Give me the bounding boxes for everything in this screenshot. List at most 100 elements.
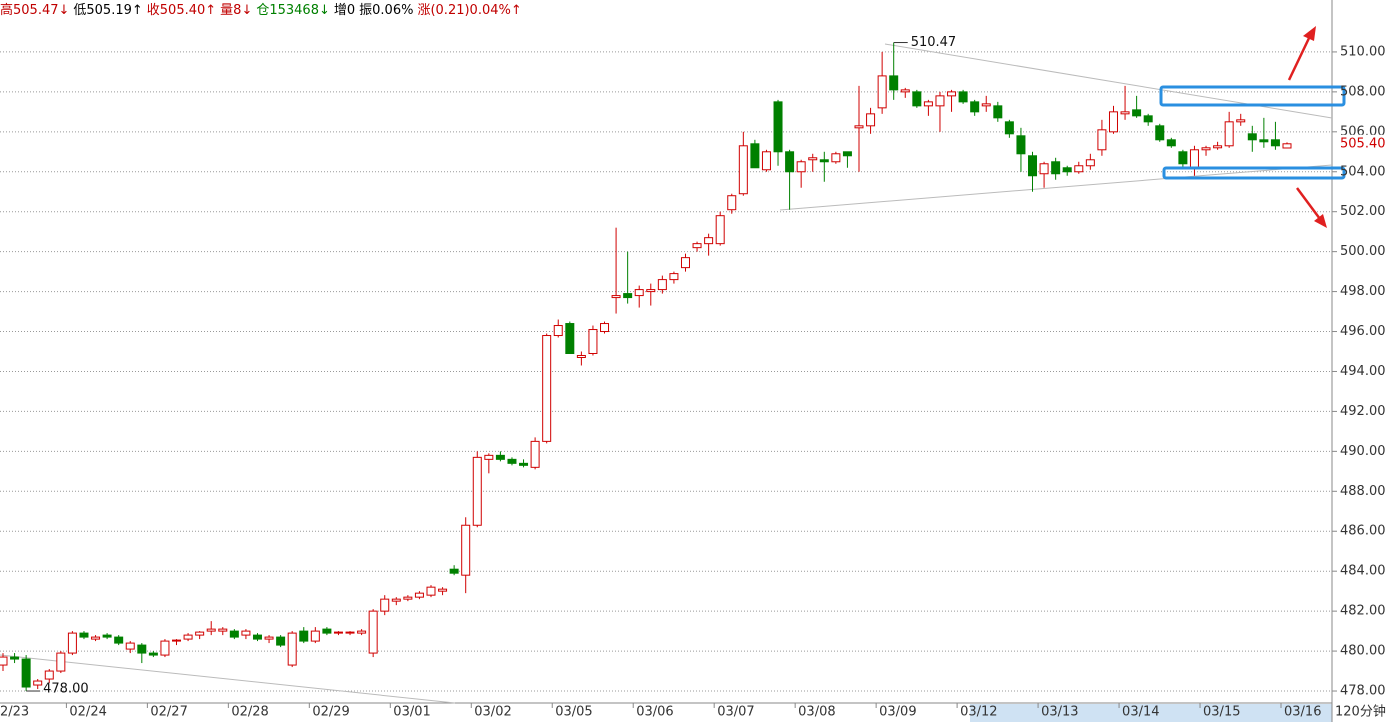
period-label: 120分钟 xyxy=(1335,704,1386,720)
candle-body xyxy=(646,289,656,293)
candle-body xyxy=(287,632,297,666)
candle-body xyxy=(657,279,667,291)
candle-body xyxy=(1270,139,1280,147)
quote-field: 高505.47↓ xyxy=(0,3,70,18)
candle-body xyxy=(299,630,309,642)
high-label: 510.47 xyxy=(911,35,957,50)
candle-body xyxy=(114,636,124,644)
candle-body xyxy=(1224,121,1234,147)
grid xyxy=(0,51,1337,708)
candle-body xyxy=(1085,159,1095,167)
y-tick-label: 494.00 xyxy=(1340,364,1386,379)
candle-body xyxy=(241,630,251,636)
quote-field: 振0.06% xyxy=(359,3,414,18)
candle-body xyxy=(438,588,448,592)
candle-body xyxy=(519,462,529,466)
candle-body xyxy=(761,151,771,171)
y-tick-label: 510.00 xyxy=(1340,44,1386,59)
y-tick-label: 508.00 xyxy=(1340,84,1386,99)
candle-body xyxy=(1143,115,1153,123)
arrow-up xyxy=(1287,26,1316,81)
x-tick-label: 02/27 xyxy=(150,705,187,720)
candle-body xyxy=(981,103,991,107)
x-tick-label: 03/07 xyxy=(717,705,754,720)
candle-body xyxy=(1004,121,1014,135)
candle-body xyxy=(310,630,320,642)
candle-body xyxy=(993,105,1003,119)
candle-body xyxy=(831,153,841,163)
candle-body xyxy=(889,75,899,91)
y-tick-label: 498.00 xyxy=(1340,284,1386,299)
candle-body xyxy=(692,243,702,249)
candle-body xyxy=(44,670,54,680)
candle-body xyxy=(1120,111,1130,115)
candle-body xyxy=(426,586,436,596)
candle-body xyxy=(160,640,170,656)
candle-body xyxy=(565,323,575,354)
candle-body xyxy=(808,157,818,161)
candle-body xyxy=(1016,135,1026,155)
x-tick-label: 03/15 xyxy=(1203,705,1240,720)
candle-body xyxy=(91,636,101,640)
x-tick-label: 03/08 xyxy=(798,705,835,720)
candle-body xyxy=(1108,111,1118,133)
candle-body xyxy=(322,628,332,634)
candle-body xyxy=(125,642,135,650)
low-label: 478.00 xyxy=(43,682,88,697)
trend-line xyxy=(779,164,1333,211)
y-tick-label: 488.00 xyxy=(1340,484,1386,499)
candle-body xyxy=(195,631,205,636)
candle-body xyxy=(1247,133,1257,141)
y-tick-label: 482.00 xyxy=(1340,604,1386,619)
candle-body xyxy=(33,680,43,686)
candle-body xyxy=(796,161,806,173)
candle-body xyxy=(588,329,598,354)
y-tick-label: 480.00 xyxy=(1340,644,1386,659)
candle-body xyxy=(773,101,783,153)
candle-body xyxy=(842,151,852,157)
candle-body xyxy=(507,458,517,464)
candle-body xyxy=(1062,167,1072,173)
candle-body xyxy=(866,113,876,127)
candle-body xyxy=(172,639,182,642)
candle-body xyxy=(79,632,89,638)
x-tick-label: 02/29 xyxy=(312,705,349,720)
candle-body xyxy=(1201,147,1211,151)
last-price: 505.40 xyxy=(1340,136,1386,151)
candle-body xyxy=(1189,149,1199,169)
candle-body xyxy=(276,636,286,646)
candle-body xyxy=(183,634,193,640)
y-tick-label: 500.00 xyxy=(1340,244,1386,259)
candle-body xyxy=(1213,145,1223,149)
candle-body xyxy=(137,644,147,654)
candle-body xyxy=(819,159,829,163)
y-tick-label: 496.00 xyxy=(1340,324,1386,339)
x-tick-label: 03/13 xyxy=(1041,705,1078,720)
candle-body xyxy=(704,237,714,245)
candle-body xyxy=(576,354,586,358)
candle-body xyxy=(229,630,239,638)
candle-body xyxy=(495,454,505,460)
x-tick-label: 03/12 xyxy=(960,705,997,720)
y-tick-label: 484.00 xyxy=(1340,564,1386,579)
candle-body xyxy=(785,151,795,173)
x-tick-label: 03/01 xyxy=(393,705,430,720)
candle-body xyxy=(611,295,621,299)
x-tick-label: 03/02 xyxy=(474,705,511,720)
trend-line xyxy=(0,654,456,704)
candle-body xyxy=(56,652,66,672)
x-tick-label: 03/09 xyxy=(879,705,916,720)
candle-body xyxy=(623,293,633,299)
y-tick-label: 504.00 xyxy=(1340,164,1386,179)
candle-body xyxy=(912,91,922,107)
y-tick-label: 486.00 xyxy=(1340,524,1386,539)
candle-body xyxy=(600,323,610,333)
x-tick-label: 03/06 xyxy=(636,705,673,720)
quote-header: 高505.47↓ 低505.19↑ 收505.40↑ 量8↓ 仓153468↓ 增0 振0.… xyxy=(0,1,522,21)
candle-body xyxy=(252,634,262,640)
y-tick-label: 490.00 xyxy=(1340,444,1386,459)
arrow-down xyxy=(1295,187,1327,228)
candle-body xyxy=(727,195,737,211)
candle-body xyxy=(449,568,459,574)
